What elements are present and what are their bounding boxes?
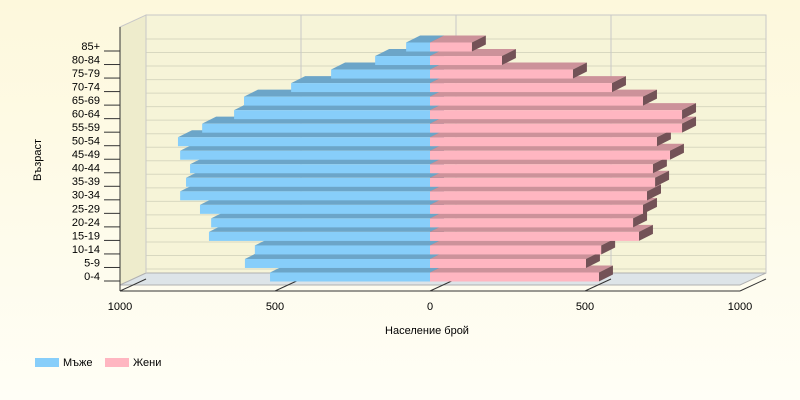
x-tick <box>119 278 147 292</box>
bar <box>270 272 430 282</box>
bar-side <box>656 130 671 147</box>
x-tick <box>739 278 767 292</box>
x-tick-label: 500 <box>576 301 594 313</box>
bar <box>430 123 683 133</box>
bar <box>190 164 430 174</box>
bar <box>202 123 430 133</box>
y-tick-label: 80-84 <box>72 54 100 66</box>
legend-label: Жени <box>133 357 161 369</box>
y-tick-label: 40-44 <box>72 163 100 175</box>
bar <box>430 42 472 52</box>
y-tick-label: 5-9 <box>84 257 100 269</box>
bar <box>186 177 430 187</box>
bar-side <box>598 265 613 282</box>
bar-side <box>572 62 587 79</box>
bar <box>430 218 634 228</box>
bar-side <box>642 89 657 106</box>
bar <box>291 83 430 93</box>
bar <box>430 177 656 187</box>
bar-side <box>585 251 600 268</box>
bar <box>208 231 430 241</box>
bar <box>211 218 430 228</box>
bar-side <box>682 103 697 120</box>
bar-side <box>647 184 661 201</box>
bar <box>234 110 430 120</box>
y-tick-label: 0-4 <box>84 271 100 283</box>
bar <box>430 164 653 174</box>
bar <box>430 272 599 282</box>
bar <box>244 96 430 106</box>
y-tick-label: 55-59 <box>72 122 100 134</box>
x-tick-label: 0 <box>427 301 433 313</box>
y-tick-label: 75-79 <box>72 68 100 80</box>
y-tick-label: 85+ <box>81 41 100 53</box>
bar-side <box>638 224 653 241</box>
y-tick-label: 35-39 <box>72 176 100 188</box>
y-tick-label: 50-54 <box>72 136 100 148</box>
bar-side <box>642 197 657 214</box>
side-wall <box>119 14 147 286</box>
bar <box>254 245 430 255</box>
legend-swatch <box>105 358 129 367</box>
bar-side <box>652 157 667 174</box>
bar <box>430 204 643 214</box>
bar <box>430 191 647 201</box>
bar <box>430 245 602 255</box>
legend-label: Мъже <box>63 357 93 369</box>
bar <box>406 42 430 52</box>
x-tick-label: 500 <box>266 301 284 313</box>
y-tick-label: 15-19 <box>72 230 100 242</box>
bar <box>430 83 612 93</box>
y-axis-title: Възраст <box>32 139 44 181</box>
bar <box>430 258 586 268</box>
bar-side <box>601 238 616 255</box>
legend-swatch <box>35 358 59 367</box>
bar <box>430 137 657 147</box>
y-tick-label: 60-64 <box>72 109 100 121</box>
bar-side <box>682 116 697 133</box>
bar <box>331 69 430 79</box>
bar <box>430 56 502 66</box>
y-tick-label: 10-14 <box>72 244 100 256</box>
bar <box>430 69 573 79</box>
bar <box>430 96 643 106</box>
bar <box>180 191 430 201</box>
bar <box>244 258 430 268</box>
bar <box>430 150 670 160</box>
y-tick-label: 25-29 <box>72 203 100 215</box>
bar-side <box>669 143 684 160</box>
bar-side <box>633 211 648 228</box>
bar-top <box>430 35 486 43</box>
bar-side <box>611 76 626 93</box>
x-axis-title: Население брой <box>385 325 469 337</box>
bar <box>180 150 430 160</box>
x-tick-label: 1000 <box>108 301 132 313</box>
bar-side <box>655 170 670 187</box>
bar-top <box>406 35 444 43</box>
y-tick-label: 20-24 <box>72 217 100 229</box>
bar <box>430 231 639 241</box>
bar <box>199 204 430 214</box>
y-tick-label: 70-74 <box>72 81 100 93</box>
x-tick-label: 1000 <box>728 301 752 313</box>
bar <box>430 110 683 120</box>
y-tick-label: 65-69 <box>72 95 100 107</box>
bar <box>177 137 430 147</box>
bar-side <box>501 49 516 66</box>
bar-side <box>471 35 486 52</box>
y-tick-label: 45-49 <box>72 149 100 161</box>
y-tick-label: 30-34 <box>72 190 100 202</box>
bar <box>375 56 430 66</box>
x-tick <box>584 278 612 292</box>
